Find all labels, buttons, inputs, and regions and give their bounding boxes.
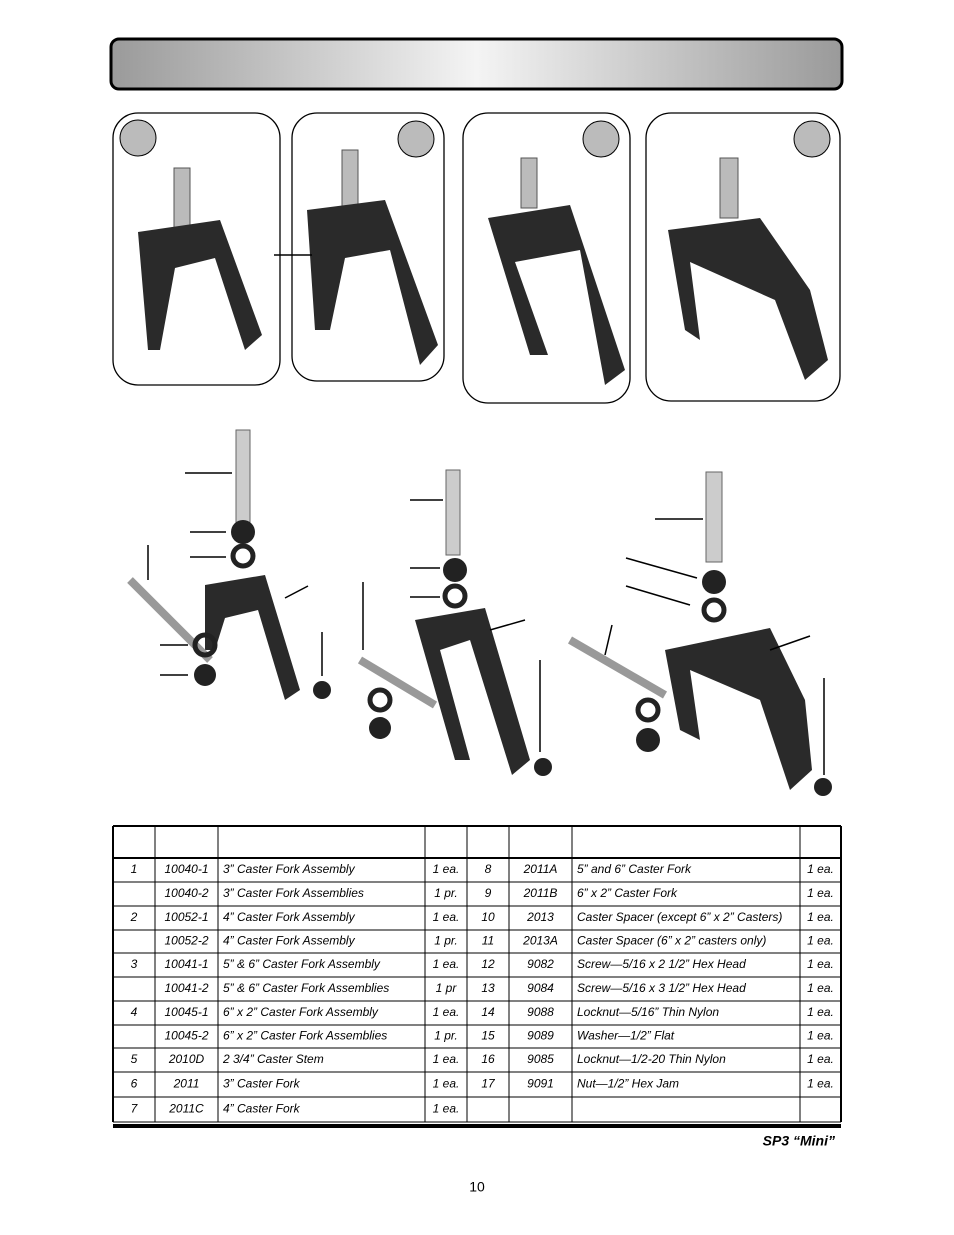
table-cell: 16	[481, 1052, 495, 1066]
table-cell: 9084	[527, 981, 554, 995]
table-cell: Screw—5/16 x 3 1/2” Hex Head	[577, 981, 746, 995]
table-base	[113, 1124, 841, 1128]
table-cell: 1 ea.	[807, 957, 834, 971]
table-cell: 10041-1	[164, 957, 208, 971]
table-cell: 15	[481, 1029, 495, 1043]
table-cell: 9082	[527, 957, 554, 971]
table-cell: 9085	[527, 1052, 554, 1066]
table-cell: 10	[481, 910, 495, 924]
table-cell: 10041-2	[164, 981, 208, 995]
table-cell: 1 ea.	[807, 934, 834, 948]
table-cell: 4	[131, 1005, 138, 1019]
table-cell: 1 ea.	[807, 862, 834, 876]
table-cell: 14	[481, 1005, 495, 1019]
table-cell: 7	[131, 1102, 139, 1116]
table-cell: 1 ea.	[433, 910, 460, 924]
table-cell: 6” x 2” Caster Fork Assembly	[223, 1005, 379, 1019]
table-cell: 9088	[527, 1005, 554, 1019]
table-cell: Locknut—1/2-20 Thin Nylon	[577, 1052, 726, 1066]
table-cell: 10052-1	[164, 910, 208, 924]
table-cell: 17	[481, 1077, 496, 1091]
table-cell: 2013	[526, 910, 554, 924]
table-cell: 1 ea.	[433, 1052, 460, 1066]
table-cell: 1	[131, 862, 138, 876]
table-cell: 1 ea.	[807, 1005, 834, 1019]
page-number: 10	[469, 1179, 485, 1195]
table-cell: 2011B	[523, 886, 558, 900]
table-cell: 1 ea.	[807, 1052, 834, 1066]
table-cell: 1 ea.	[807, 981, 834, 995]
table-cell: 2011C	[168, 1102, 204, 1116]
table-cell: 2 3/4” Caster Stem	[222, 1052, 324, 1066]
table-cell: 13	[481, 981, 495, 995]
fork-photos	[138, 149, 828, 385]
table-cell: Locknut—5/16” Thin Nylon	[577, 1005, 719, 1019]
table-cell: 1 ea.	[433, 1102, 460, 1116]
table-cell: 11	[482, 934, 494, 948]
table-cell: Screw—5/16 x 2 1/2” Hex Head	[577, 957, 746, 971]
table-cell: 2011	[173, 1077, 200, 1091]
table-cell: 10040-1	[164, 862, 208, 876]
table-cell: 10040-2	[164, 886, 208, 900]
table-cell: Caster Spacer (6” x 2” casters only)	[577, 934, 766, 948]
table-cell: 6” x 2” Caster Fork	[577, 886, 678, 900]
table-cell: 4” Caster Fork Assembly	[223, 934, 356, 948]
table-cell: 1 pr.	[434, 886, 458, 900]
table-cell: Washer—1/2” Flat	[577, 1029, 675, 1043]
table-cell: Caster Spacer (except 6” x 2” Casters)	[577, 910, 782, 924]
table-cell: 10045-1	[164, 1005, 208, 1019]
table-cell: 1 ea.	[433, 1005, 460, 1019]
parts-table: 1 10040-1 3” Caster Fork Assembly 1 ea. 8 201…	[112, 825, 842, 1128]
table-cell: 2011A	[523, 862, 558, 876]
table-cell: Nut—1/2” Hex Jam	[577, 1077, 679, 1091]
table-cell: 10052-2	[164, 934, 208, 948]
table-cell: 12	[481, 957, 495, 971]
table-cell: 4” Caster Fork	[223, 1102, 301, 1116]
table-cell: 1 pr.	[434, 934, 458, 948]
exploded-diagrams	[127, 429, 832, 796]
table-cell: 4” Caster Fork Assembly	[223, 910, 356, 924]
table-cell: 1 ea.	[807, 886, 834, 900]
table-cell: 1 ea.	[807, 1029, 834, 1043]
table-cell: 2013A	[522, 934, 558, 948]
table-cell: 1 ea.	[807, 1077, 834, 1091]
table-cell: 5” & 6” Caster Fork Assembly	[223, 957, 381, 971]
table-cell: 1 pr.	[434, 1029, 458, 1043]
photo-panels	[112, 112, 841, 404]
table-cell: 3	[131, 957, 138, 971]
table-cell: 5” & 6” Caster Fork Assemblies	[223, 981, 389, 995]
table-cell: 1 ea.	[433, 1077, 460, 1091]
table-cell: 1 ea.	[433, 957, 460, 971]
table-cell: 8	[485, 862, 492, 876]
table-cell: 9089	[527, 1029, 554, 1043]
table-cell: 3” Caster Fork Assembly	[223, 862, 356, 876]
table-cell: 3” Caster Fork Assemblies	[223, 886, 364, 900]
table-cell: 5” and 6” Caster Fork	[577, 862, 692, 876]
table-cell: 9091	[527, 1077, 554, 1091]
table-cell: 9	[485, 886, 492, 900]
table-cell: 6	[131, 1077, 138, 1091]
table-cell: 2	[130, 910, 138, 924]
table-cell: 2010D	[168, 1052, 205, 1066]
table-cell: 1 pr	[436, 981, 458, 995]
title-bar	[109, 37, 844, 91]
table-cell: 1 ea.	[807, 910, 834, 924]
panel-badges	[119, 119, 831, 158]
model-name: SP3 “Mini”	[763, 1133, 835, 1149]
table-cell: 1 ea.	[433, 862, 460, 876]
table-cell: 6” x 2” Caster Fork Assemblies	[223, 1029, 387, 1043]
table-cell: 3” Caster Fork	[223, 1077, 301, 1091]
table-cell: 10045-2	[164, 1029, 208, 1043]
table-cell: 5	[131, 1052, 138, 1066]
